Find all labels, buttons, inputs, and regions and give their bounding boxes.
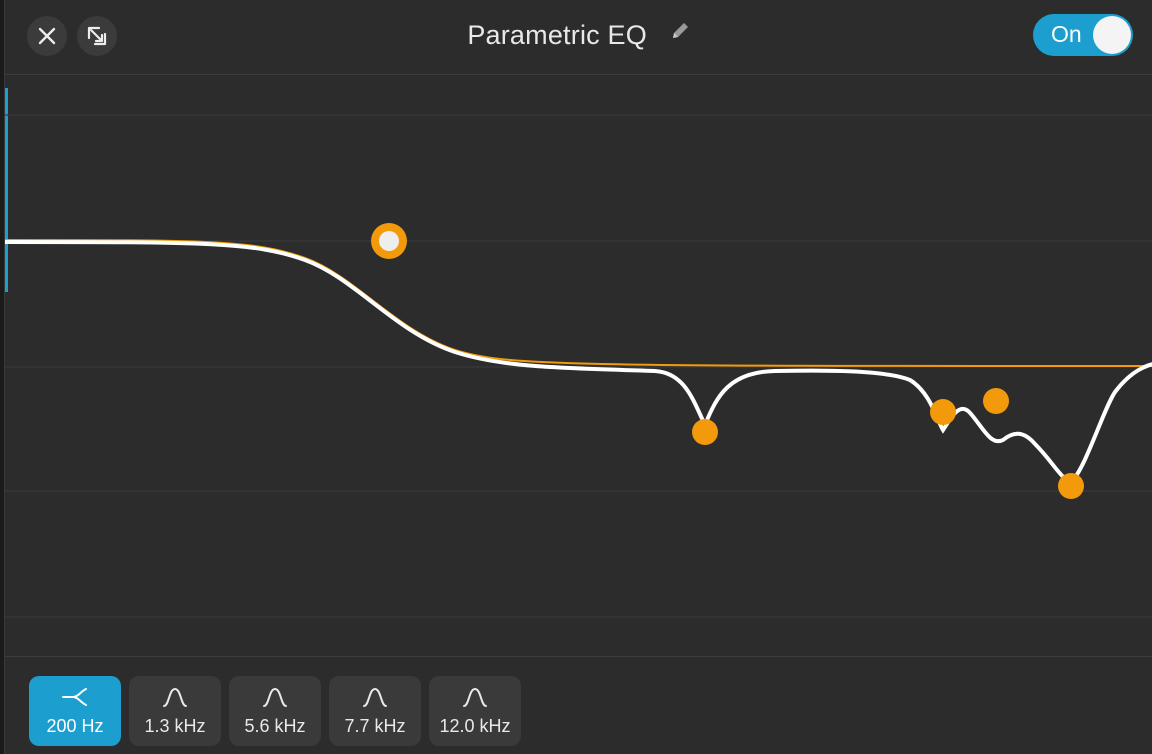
close-icon xyxy=(38,27,56,45)
band-button-7-7khz[interactable]: 7.7 kHz xyxy=(329,676,421,746)
title-bar: Parametric EQ On xyxy=(5,0,1152,75)
band-button-5-6khz[interactable]: 5.6 kHz xyxy=(229,676,321,746)
band-label: 5.6 kHz xyxy=(244,716,306,736)
bell-filter-icon xyxy=(163,687,187,707)
band-selector: 200 Hz 1.3 kHz 5.6 kHz 7.7 kHz 12.0 kHz xyxy=(29,676,521,746)
bell-filter-icon xyxy=(463,687,487,707)
bell-filter-icon xyxy=(363,687,387,707)
eq-graph[interactable] xyxy=(5,0,1152,656)
band-label: 200 Hz xyxy=(46,716,104,736)
band-handle-12khz[interactable] xyxy=(1058,473,1084,499)
band-button-1-3khz[interactable]: 1.3 kHz xyxy=(129,676,221,746)
band-label: 12.0 kHz xyxy=(439,716,511,736)
close-button[interactable] xyxy=(27,16,67,56)
eq-response-curve xyxy=(5,240,1152,485)
band-handle-1-3khz[interactable] xyxy=(692,419,718,445)
page-title: Parametric EQ xyxy=(5,20,1152,51)
band-button-12khz[interactable]: 12.0 kHz xyxy=(429,676,521,746)
band-handle-7-7khz[interactable] xyxy=(983,388,1009,414)
left-accent-bar xyxy=(5,88,8,292)
bottom-divider xyxy=(5,656,1152,657)
bell-filter-icon xyxy=(263,687,287,707)
band-label: 1.3 kHz xyxy=(144,716,206,736)
title-text: Parametric EQ xyxy=(467,20,647,50)
band-handle-200hz[interactable] xyxy=(371,223,407,259)
band-handle-5-6khz[interactable] xyxy=(930,399,956,425)
popout-arrow-icon xyxy=(87,26,107,46)
popout-button[interactable] xyxy=(77,16,117,56)
rename-button[interactable] xyxy=(669,18,691,49)
pencil-icon xyxy=(672,23,688,39)
band-response-curve xyxy=(5,239,1152,367)
band-label: 7.7 kHz xyxy=(344,716,406,736)
toggle-label: On xyxy=(1051,21,1082,47)
high-cut-filter-icon xyxy=(62,688,87,706)
eq-window: Parametric EQ On xyxy=(4,0,1152,754)
band-handles xyxy=(371,223,1084,499)
band-button-200hz[interactable]: 200 Hz xyxy=(29,676,121,746)
eq-enable-toggle[interactable]: On xyxy=(1033,14,1133,56)
toggle-knob xyxy=(1093,16,1131,54)
